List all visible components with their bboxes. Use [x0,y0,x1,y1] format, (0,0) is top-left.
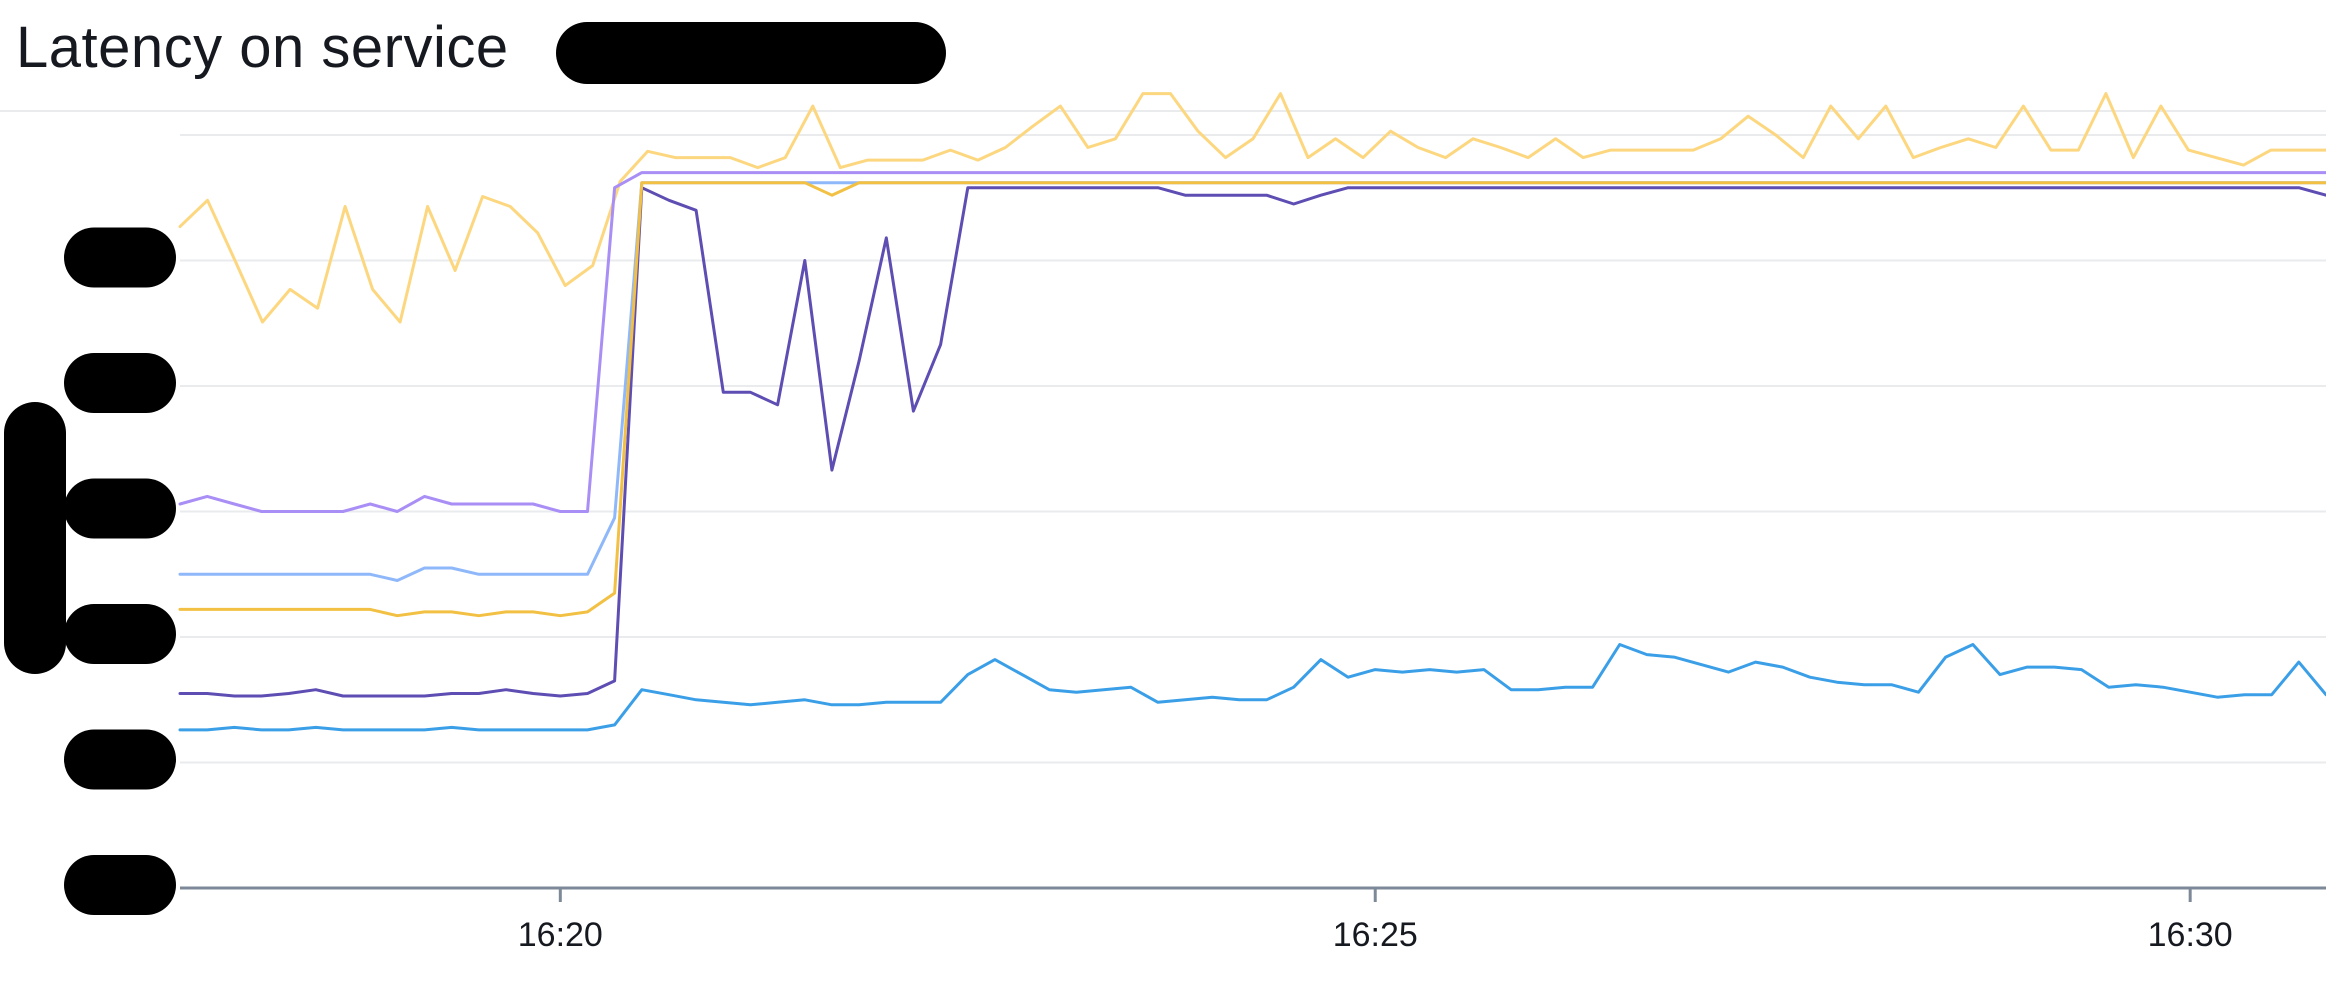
header-divider [0,110,2326,112]
x-axis [180,886,2326,902]
series-lines [178,92,2326,732]
x-tick-label: 16:20 [518,916,603,954]
redacted-service-name [556,22,946,84]
series-line-6 [178,181,2326,618]
panel-title-text: Latency on service [16,15,509,80]
redacted-y-axis [4,227,176,915]
grid-lines [180,134,2326,764]
redacted-y-tick-label [64,855,176,915]
redacted-y-tick-label [64,478,176,539]
series-line-3 [178,186,2326,698]
x-tick-labels: 16:20 16:25 16:30 [518,916,2233,954]
series-line-1 [178,92,2326,324]
series-line-2 [178,643,2326,732]
redacted-y-tick-label [64,604,176,664]
redacted-y-tick-label [64,353,176,413]
x-tick-label: 16:25 [1333,916,1418,954]
series-line-5 [178,181,2326,582]
x-tick-label: 16:30 [2148,916,2233,954]
redacted-y-axis-title [4,402,66,674]
redacted-y-tick-label [64,729,176,790]
redacted-y-tick-label [64,227,176,288]
panel-title: Latency on service [16,14,509,81]
series-line-4 [178,171,2326,513]
